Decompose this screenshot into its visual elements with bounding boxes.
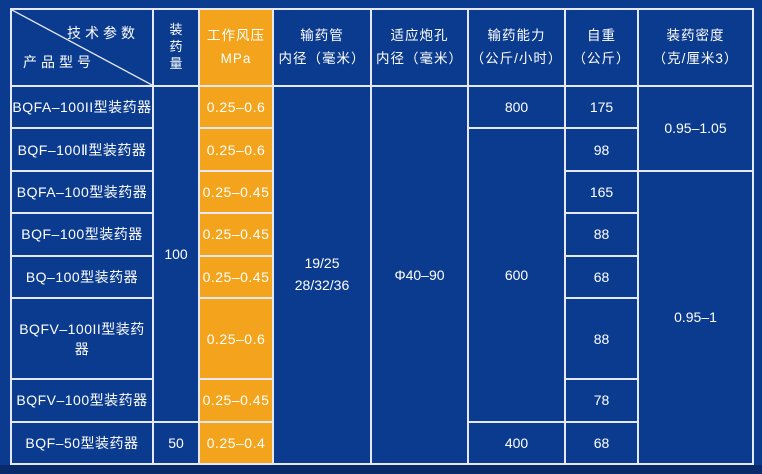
density-cell: 0.95–1.05 [637, 85, 754, 172]
weight-cell: 88 [564, 212, 639, 257]
weight-cell: 165 [564, 169, 639, 215]
table-row: BQFA–100型装药器 0.25–0.45 165 0.95–1 [10, 169, 754, 466]
table-row: BQ–100型装药器 0.25–0.45 68 [10, 254, 753, 300]
product-model-cell: BQFA–100II型装药器 [10, 84, 154, 130]
weight-cell: 98 [564, 127, 639, 172]
pressure-cell: 0.25–0.45 [198, 169, 274, 215]
header-working-pressure: 工作风压 MPa [198, 8, 274, 87]
blasthole-diameter-cell: Φ40–90 [370, 85, 469, 465]
product-model-cell: BQFV–100II型装药器 [10, 297, 154, 381]
spec-table: 技术参数 产品型号 装药量 工作风压 MPa 输药管 内径（毫米） 适应炮孔 内… [10, 8, 754, 466]
header-pipe-diameter: 输药管 内径（毫米） [272, 8, 372, 87]
charge-amount-cell: 100 [152, 85, 200, 423]
header-blasthole-diameter: 适应炮孔 内径（毫米） [370, 8, 469, 87]
table-row: BQFV–100II型装药器 0.25–0.6 88 [10, 297, 753, 381]
weight-cell: 78 [564, 378, 639, 423]
table-row: BQFV–100型装药器 0.25–0.45 78 [10, 378, 753, 423]
capacity-cell: 400 [467, 420, 566, 466]
pressure-cell: 0.25–0.45 [198, 212, 274, 257]
product-model-cell: BQFV–100型装药器 [10, 378, 154, 423]
pressure-cell: 0.25–0.4 [198, 420, 274, 466]
weight-cell: 68 [564, 420, 639, 466]
header-charge-amount: 装药量 [152, 8, 200, 87]
header-self-weight: 自重 （公斤） [564, 8, 639, 87]
header-tech-params-label: 技术参数 [67, 25, 139, 41]
header-diagonal-cell: 技术参数 产品型号 [10, 8, 154, 87]
table-row: BQF–100Ⅱ型装药器 0.25–0.6 600 98 [10, 127, 753, 423]
bottom-strip [0, 465, 762, 474]
capacity-cell: 800 [467, 84, 566, 130]
pressure-cell: 0.25–0.45 [198, 254, 274, 300]
weight-cell: 175 [564, 84, 639, 130]
header-product-model-label: 产品型号 [23, 54, 95, 70]
capacity-cell: 600 [467, 127, 566, 423]
product-model-cell: BQF–50型装药器 [10, 420, 154, 466]
product-model-cell: BQFA–100型装药器 [10, 169, 154, 215]
pressure-cell: 0.25–0.6 [198, 84, 274, 130]
header-charge-density: 装药密度 （克/厘米3） [637, 8, 754, 87]
header-row: 技术参数 产品型号 装药量 工作风压 MPa 输药管 内径（毫米） 适应炮孔 内… [10, 8, 754, 87]
density-cell: 0.95–1 [637, 169, 754, 466]
table-row: BQFA–100II型装药器 100 0.25–0.6 19/25 28/32/… [10, 84, 754, 465]
pressure-cell: 0.25–0.6 [198, 127, 274, 172]
product-model-cell: BQF–100Ⅱ型装药器 [10, 127, 154, 172]
header-charge-amount-label: 装药量 [169, 22, 183, 71]
weight-cell: 68 [564, 254, 639, 300]
weight-cell: 88 [564, 297, 639, 381]
product-model-cell: BQ–100型装药器 [10, 254, 154, 300]
header-delivery-capacity: 输药能力 （公斤/小时） [467, 8, 566, 87]
pipe-diameter-cell: 19/25 28/32/36 [272, 85, 372, 465]
pressure-cell: 0.25–0.45 [198, 378, 274, 423]
diagonal-line-icon [12, 10, 152, 85]
pressure-cell: 0.25–0.6 [198, 297, 274, 381]
charge-amount-cell: 50 [152, 420, 200, 466]
table-row: BQF–50型装药器 50 0.25–0.4 400 68 [10, 420, 753, 466]
product-model-cell: BQF–100型装药器 [10, 212, 154, 257]
table-row: BQF–100型装药器 0.25–0.45 88 [10, 212, 753, 257]
